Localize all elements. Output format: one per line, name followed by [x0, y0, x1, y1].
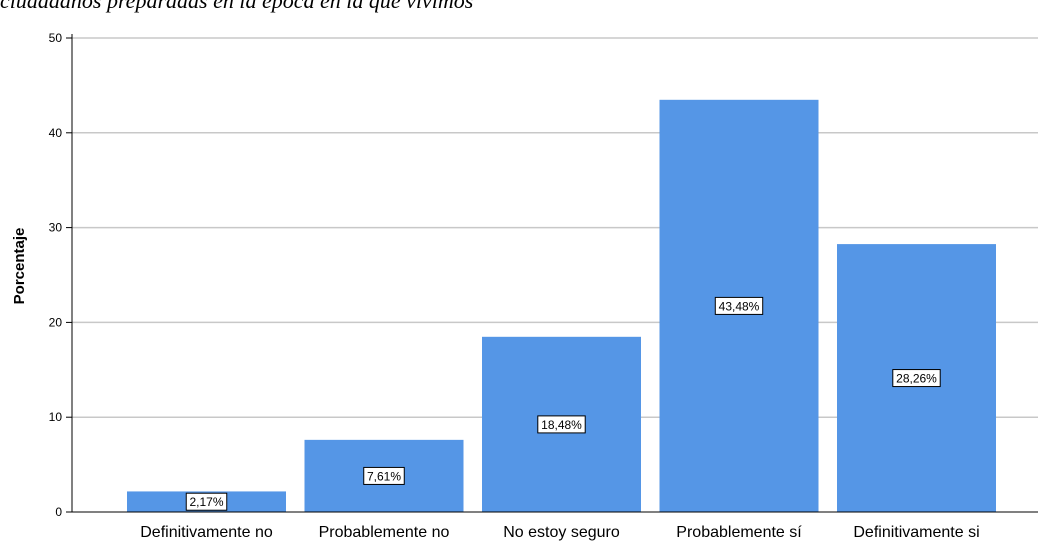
data-label-box	[537, 415, 586, 434]
y-tick-label: 30	[49, 221, 63, 235]
bars-layer	[127, 99, 996, 512]
y-tick-label: 50	[49, 31, 63, 45]
y-tick-label: 10	[49, 410, 63, 424]
data-label: 28,26%	[896, 372, 937, 386]
data-label: 2,17%	[189, 495, 223, 509]
x-category-label: Probablemente sí	[676, 524, 802, 541]
x-category-label: Definitivamente no	[140, 524, 273, 541]
data-label: 18,48%	[541, 418, 582, 432]
x-category-label: Definitivamente si	[853, 524, 979, 541]
data-label-box	[185, 492, 228, 511]
y-tick-label: 20	[49, 315, 63, 329]
axis-layer: 0 10 20 30 40 50 Definitivamente no Probablemen…	[49, 31, 1038, 541]
chart-caption: ciudadanos preparadas en la época en la …	[0, 0, 474, 13]
data-label-box	[714, 296, 764, 315]
x-category-label: Probablemente no	[319, 524, 450, 541]
data-label-box	[892, 369, 941, 388]
data-label-box	[363, 466, 405, 485]
data-label: 43,48%	[719, 299, 760, 313]
y-axis-title: Porcentaje	[11, 228, 28, 305]
data-label: 7,61%	[367, 469, 401, 483]
x-category-label: No estoy seguro	[503, 524, 620, 541]
y-tick-label: 0	[55, 505, 62, 519]
y-tick-label: 40	[49, 126, 63, 140]
data-labels-layer: 2,17% 7,61% 18,48% 43,48% 28,26%	[185, 296, 941, 511]
